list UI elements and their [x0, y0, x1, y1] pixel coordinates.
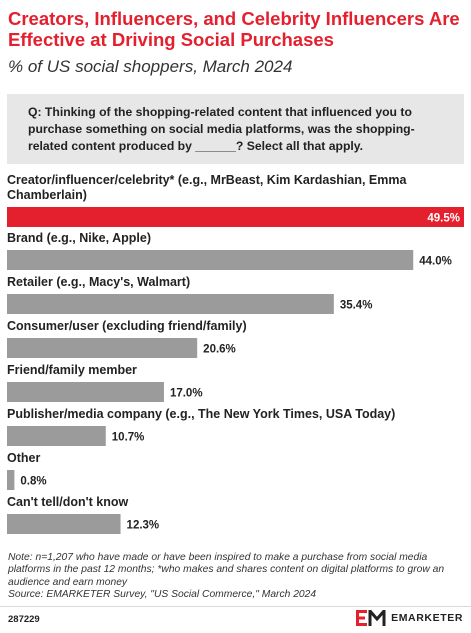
brand-name: EMARKETER: [391, 612, 463, 624]
logo-e-bar-top: [356, 610, 368, 613]
category-label: Creator/influencer/celebrity* (e.g., MrB…: [7, 173, 407, 202]
bar-value-label: 12.3%: [127, 520, 160, 532]
category-label: Publisher/media company (e.g., The New Y…: [7, 407, 395, 421]
bar-value-label: 35.4%: [340, 300, 373, 312]
bar: [7, 207, 464, 227]
bar: [7, 338, 198, 358]
bar-value-label: 10.7%: [112, 432, 145, 444]
bar-value-label: 20.6%: [203, 344, 236, 356]
bar-value-label: 17.0%: [170, 388, 203, 400]
category-label: Other: [7, 451, 40, 465]
bar-chart: Creator/influencer/celebrity* (e.g., MrB…: [7, 173, 464, 534]
category-label: Friend/family member: [7, 363, 137, 377]
source-text: Source: EMARKETER Survey, "US Social Com…: [8, 588, 317, 600]
logo-e-stem: [356, 610, 360, 626]
footer-divider: [0, 606, 471, 607]
bar: [7, 514, 121, 534]
category-label: Brand (e.g., Nike, Apple): [7, 231, 151, 245]
bar-value-label: 0.8%: [20, 476, 46, 488]
bar-value-label: 44.0%: [419, 256, 452, 268]
category-label: Consumer/user (excluding friend/family): [7, 319, 247, 333]
category-label: Can't tell/don't know: [7, 495, 128, 509]
logo-m-stroke: [368, 610, 386, 626]
logo-e-bar-bottom: [356, 623, 368, 626]
note-text: Note: n=1,207 who have made or have been…: [8, 552, 445, 588]
bar: [7, 382, 164, 402]
bar: [7, 294, 334, 314]
chart-id: 287229: [8, 614, 40, 625]
chart-title: Creators, Influencers, and Celebrity Inf…: [8, 8, 460, 50]
chart-footnote: Note: n=1,207 who have made or have been…: [8, 552, 466, 601]
bar: [7, 250, 414, 270]
brand-logo: EMARKETER: [356, 610, 463, 626]
emarketer-logo-icon: [356, 610, 386, 626]
chart-subtitle: % of US social shoppers, March 2024: [8, 57, 293, 76]
logo-e-bar-mid: [356, 616, 366, 620]
category-label: Retailer (e.g., Macy's, Walmart): [7, 275, 190, 289]
bar: [7, 470, 15, 490]
survey-question: Q: Thinking of the shopping-related cont…: [7, 94, 464, 164]
bar: [7, 426, 106, 446]
bar-value-label: 49.5%: [427, 213, 460, 225]
